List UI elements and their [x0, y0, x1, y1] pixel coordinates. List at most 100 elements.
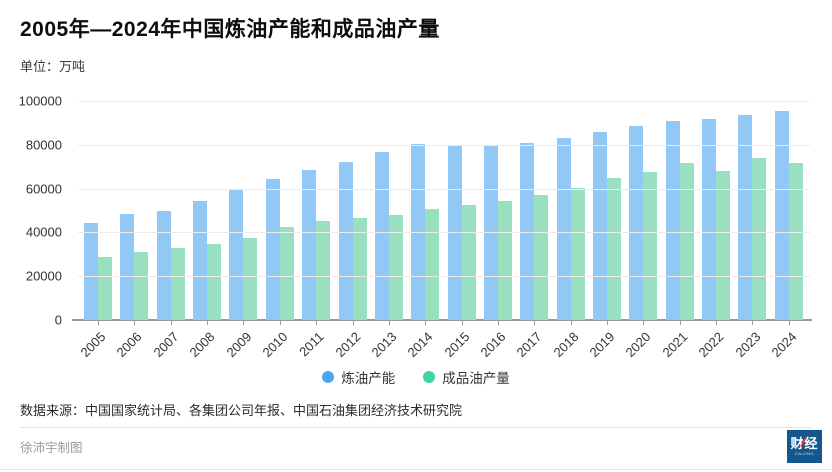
legend-label-成品油产量: 成品油产量	[442, 371, 510, 386]
bar-炼油产能-2006	[120, 213, 135, 320]
bar-炼油产能-2005	[84, 222, 98, 320]
bar-group-2009: 2009	[223, 101, 258, 360]
x-tick-label-2011: 2011	[296, 329, 327, 360]
divider-line	[20, 427, 812, 428]
bar-炼油产能-2014	[411, 143, 426, 320]
x-tick-label-2016: 2016	[477, 329, 509, 361]
x-tick-label-2010: 2010	[259, 329, 291, 361]
x-tick-2017	[534, 321, 536, 325]
bar-炼油产能-2022	[702, 118, 717, 320]
bar-group-2015: 2015	[441, 101, 476, 360]
bar-成品油产量-2023	[752, 157, 767, 320]
gridline-40000	[78, 232, 810, 234]
bar-成品油产量-2020	[643, 172, 658, 320]
bar-炼油产能-2018	[556, 138, 571, 320]
x-tick-label-2009: 2009	[222, 329, 255, 361]
bar-group-2023: 2023	[732, 101, 767, 360]
y-axis-labels: 0 20000 40000 60000 80000 100000	[8, 94, 70, 328]
x-tick-label-2017: 2017	[513, 329, 545, 361]
x-tick-2021	[679, 321, 681, 325]
bar-炼油产能-2023	[738, 115, 753, 320]
legend-label-炼油产能: 炼油产能	[341, 371, 396, 386]
bar-成品油产量-2007	[170, 247, 185, 320]
bar-成品油产量-2016	[497, 200, 512, 320]
x-tick-2014	[425, 321, 427, 325]
bar-成品油产量-2014	[425, 209, 440, 320]
gridline-60000	[78, 188, 810, 190]
legend-item-炼油产能: 炼油产能	[322, 367, 395, 387]
bar-group-2021: 2021	[659, 101, 694, 360]
bar-成品油产量-2013	[388, 214, 403, 320]
y-tick-label-60000: 60000	[25, 181, 62, 197]
x-tick-2018	[570, 321, 572, 325]
gridline-20000	[78, 276, 810, 278]
bar-group-2018: 2018	[550, 101, 585, 360]
x-tick-2006	[134, 321, 136, 325]
y-tick-label-40000: 40000	[25, 224, 62, 240]
x-tick-2015	[461, 321, 463, 325]
x-tick-2020	[643, 321, 645, 325]
x-tick-label-2015: 2015	[441, 329, 473, 361]
bar-group-2008: 2008	[187, 101, 222, 360]
chart-title: 2005年—2024年中国炼油产能和成品油产量	[20, 18, 440, 41]
x-tick-label-2007: 2007	[150, 329, 182, 361]
x-tick-label-2024: 2024	[768, 329, 800, 361]
bar-group-2013: 2013	[368, 101, 403, 360]
bar-group-2016: 2016	[478, 101, 512, 360]
bar-成品油产量-2010	[279, 226, 294, 320]
caijing-logo: 财经 / CAIJING	[787, 430, 822, 463]
bar-group-2006: 2006	[114, 101, 149, 360]
bar-成品油产量-2012	[352, 218, 367, 320]
bar-group-2020: 2020	[623, 101, 658, 360]
y-tick-label-20000: 20000	[25, 268, 62, 284]
unit-label: 单位：万吨	[20, 59, 86, 74]
bar-炼油产能-2008	[193, 200, 208, 320]
x-tick-label-2019: 2019	[586, 329, 618, 361]
bar-成品油产量-2018	[570, 187, 585, 320]
bar-炼油产能-2024	[774, 110, 789, 320]
caijing-logo-text: 财经 /	[790, 433, 819, 452]
bar-成品油产量-2017	[534, 195, 549, 320]
x-tick-2011	[316, 321, 318, 325]
x-tick-2022	[716, 321, 718, 325]
bar-groups: 2005 2006 2007 2008 2009 2010 2011 2012 2013 2014…	[78, 101, 810, 360]
bar-group-2022: 2022	[696, 101, 731, 360]
x-tick-label-2022: 2022	[695, 329, 727, 361]
gridline-80000	[78, 144, 810, 146]
legend-dot-成品油产量	[423, 371, 436, 383]
x-tick-2007	[170, 321, 172, 325]
bar-成品油产量-2022	[716, 171, 731, 320]
bar-成品油产量-2005	[98, 256, 112, 320]
x-tick-2012	[352, 321, 354, 325]
bar-成品油产量-2021	[679, 163, 694, 320]
bar-group-2007: 2007	[150, 101, 185, 360]
bar-chart-plot: 2005 2006 2007 2008 2009 2010 2011 2012 2013 2014…	[72, 101, 812, 360]
bar-炼油产能-2021	[665, 120, 680, 320]
x-axis-line	[72, 319, 812, 321]
x-tick-label-2008: 2008	[186, 329, 218, 361]
bar-group-2024: 2024	[768, 101, 803, 360]
bar-炼油产能-2017	[520, 142, 535, 320]
chart-legend: 炼油产能 成品油产量	[0, 367, 832, 387]
bar-成品油产量-2019	[607, 177, 622, 320]
gridline-100000	[78, 101, 810, 102]
bar-炼油产能-2012	[338, 162, 353, 320]
x-tick-2013	[388, 321, 390, 325]
bar-成品油产量-2015	[461, 205, 476, 320]
y-tick-label-80000: 80000	[25, 137, 62, 153]
bar-group-2010: 2010	[259, 101, 294, 360]
y-tick-label-100000: 100000	[18, 93, 62, 109]
bar-group-2017: 2017	[514, 101, 549, 360]
x-tick-2023	[752, 321, 754, 325]
bar-成品油产量-2024	[788, 163, 803, 320]
x-tick-label-2023: 2023	[732, 329, 764, 361]
bar-炼油产能-2011	[302, 170, 317, 320]
logo-subtext: CAIJING	[794, 451, 815, 456]
bar-炼油产能-2019	[593, 131, 608, 320]
x-tick-label-2005: 2005	[77, 329, 109, 361]
x-tick-2010	[279, 321, 281, 325]
x-tick-2019	[607, 321, 609, 325]
legend-dot-炼油产能	[322, 371, 335, 383]
x-tick-2009	[243, 321, 245, 325]
y-tick-label-0: 0	[54, 312, 62, 328]
